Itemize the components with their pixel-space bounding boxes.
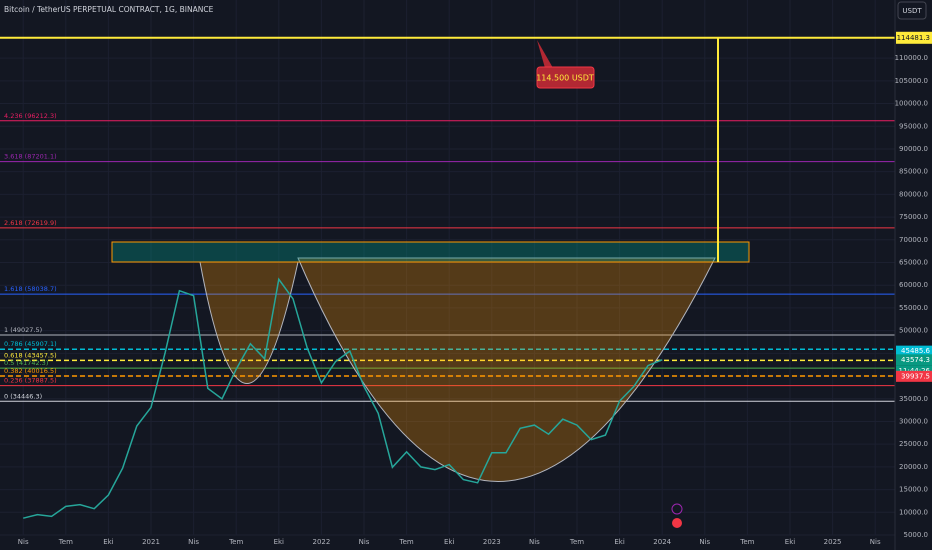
x-tick-label: Tem (58, 538, 73, 546)
x-tick-label: Tem (569, 538, 584, 546)
y-tick-label: 55000.0 (899, 304, 928, 312)
x-tick-label: Eki (785, 538, 795, 546)
callout (536, 66, 595, 89)
fib-label: 0.236 (37887.5) (4, 377, 57, 385)
y-tick-label: 105000.0 (895, 77, 928, 85)
fib-label: 0.5 (41742.3) (4, 359, 48, 367)
x-tick-label: Nis (359, 538, 370, 546)
y-tick-label: 95000.0 (899, 122, 928, 130)
y-tick-label: 10000.0 (899, 508, 928, 516)
y-tick-label: 65000.0 (899, 259, 928, 267)
x-tick-label: Nis (529, 538, 540, 546)
y-tick-label: 85000.0 (899, 168, 928, 176)
x-tick-label: 2022 (312, 538, 330, 546)
axis-labels: 5000.0 10000.0 15000.0 20000.0 25000.0 30000.… (895, 31, 932, 539)
axis-price-tag (896, 345, 932, 357)
callout-pointer (537, 40, 553, 68)
x-tick-label: Eki (444, 538, 454, 546)
y-tick-label: 90000.0 (899, 145, 928, 153)
chart-title: Bitcoin / TetherUS PERPETUAL CONTRACT, 1… (4, 5, 214, 14)
fib-label: 2.618 (72619.9) (4, 219, 57, 227)
y-tick-label: 50000.0 (899, 327, 928, 335)
y-tick-label: 35000.0 (899, 395, 928, 403)
resistance-zone (111, 241, 750, 263)
y-tick-label: 5000.0 (904, 531, 929, 539)
x-tick-label: 2024 (653, 538, 671, 546)
currency-button[interactable] (897, 1, 927, 20)
x-tick-label: Nis (699, 538, 710, 546)
fib-label: 0 (34446.3) (4, 392, 42, 400)
event-icon[interactable] (671, 503, 683, 515)
x-tick-label: Nis (18, 538, 29, 546)
y-tick-label: 110000.0 (895, 54, 928, 62)
y-tick-label: 70000.0 (899, 236, 928, 244)
x-tick-label: 2021 (142, 538, 160, 546)
fib-label: 3.618 (87201.1) (4, 153, 57, 161)
y-tick-label: 15000.0 (899, 486, 928, 494)
fib-label: 0.786 (45907.1) (4, 340, 57, 348)
fib-label: 1.618 (58038.7) (4, 285, 57, 293)
countdown: 11:44:26 (899, 367, 931, 375)
axis-price-tag (896, 354, 932, 366)
x-tick-label: Nis (870, 538, 881, 546)
fib-label: 0.382 (40016.5) (4, 367, 57, 375)
axis-price-tag (896, 370, 932, 382)
y-tick-label: 60000.0 (899, 281, 928, 289)
handle-shape (199, 261, 299, 384)
x-tick-label: Eki (274, 538, 284, 546)
y-tick-label: 75000.0 (899, 213, 928, 221)
currency-button-text[interactable]: USDT (902, 7, 922, 15)
event-icon[interactable] (672, 518, 682, 528)
x-tick-label: Tem (228, 538, 243, 546)
x-tick-label: Nis (188, 538, 199, 546)
price-axis (895, 0, 932, 550)
y-tick-label: 20000.0 (899, 463, 928, 471)
axis-price-label: 43574.3 (901, 356, 930, 364)
x-tick-label: Eki (103, 538, 113, 546)
x-tick-label: Tem (739, 538, 754, 546)
y-tick-label: 80000.0 (899, 190, 928, 198)
grid (0, 0, 895, 536)
callout-text: 114.500 USDT (536, 74, 594, 83)
price-line (23, 277, 663, 519)
axis-price-label: 114481.3 (897, 34, 930, 42)
y-tick-label: 100000.0 (895, 100, 928, 108)
countdown-tag (896, 365, 932, 377)
axis-price-label: 45485.6 (901, 347, 930, 355)
x-tick-label: Tem (398, 538, 413, 546)
fib-label: 0.618 (43457.5) (4, 351, 57, 359)
fib-levels: 4.236 (96212.3) 3.618 (87201.1) 2.618 (726… (0, 36, 895, 402)
x-tick-label: 2023 (483, 538, 501, 546)
fib-label: 4.236 (96212.3) (4, 112, 57, 120)
x-tick-label: Eki (614, 538, 624, 546)
y-tick-label: 30000.0 (899, 417, 928, 425)
price (23, 277, 663, 519)
fib-label: 1 (49027.5) (4, 326, 42, 334)
axis-price-label: 39937.5 (901, 372, 930, 380)
y-tick-label: 25000.0 (899, 440, 928, 448)
cup-shape (297, 257, 716, 482)
x-tick-label: 2025 (824, 538, 842, 546)
axis-price-tag (896, 31, 932, 44)
